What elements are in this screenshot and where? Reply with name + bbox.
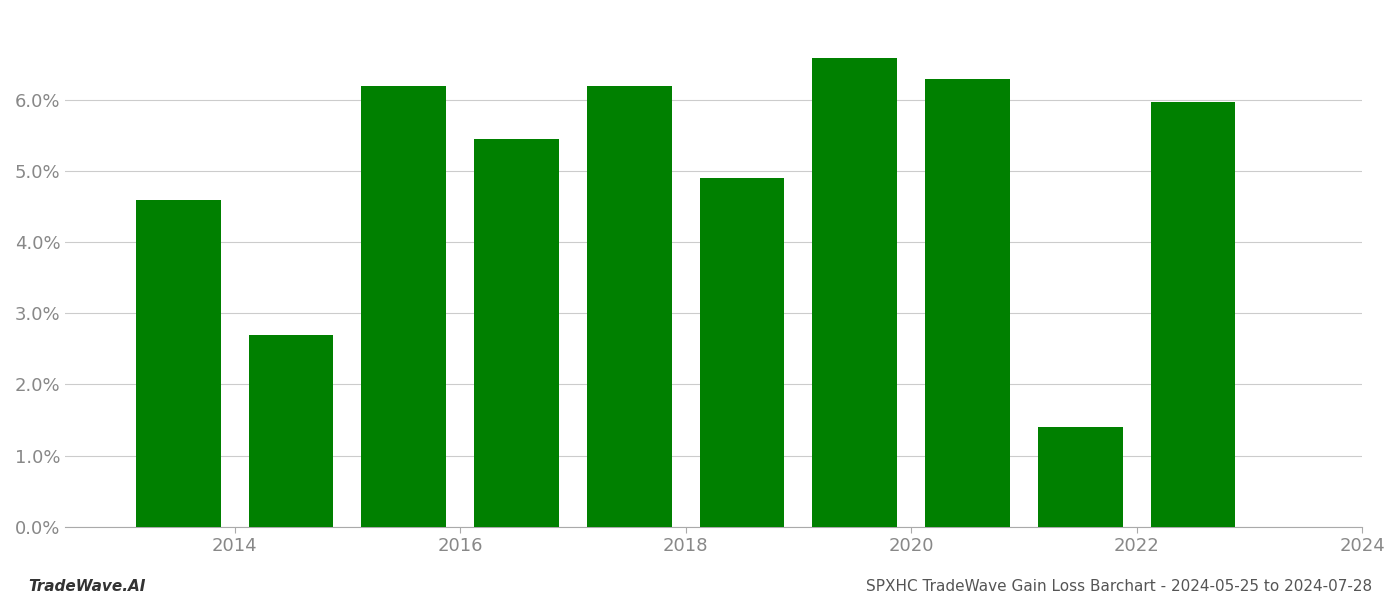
Text: SPXHC TradeWave Gain Loss Barchart - 2024-05-25 to 2024-07-28: SPXHC TradeWave Gain Loss Barchart - 202… (865, 579, 1372, 594)
Bar (1037, 427, 1123, 527)
Bar (475, 139, 559, 527)
Bar (587, 86, 672, 527)
Text: TradeWave.AI: TradeWave.AI (28, 579, 146, 594)
Bar (361, 86, 447, 527)
Bar (249, 335, 333, 527)
Bar (700, 178, 784, 527)
Bar (136, 200, 221, 527)
Bar (812, 58, 897, 527)
Bar (1151, 103, 1235, 527)
Bar (925, 79, 1009, 527)
